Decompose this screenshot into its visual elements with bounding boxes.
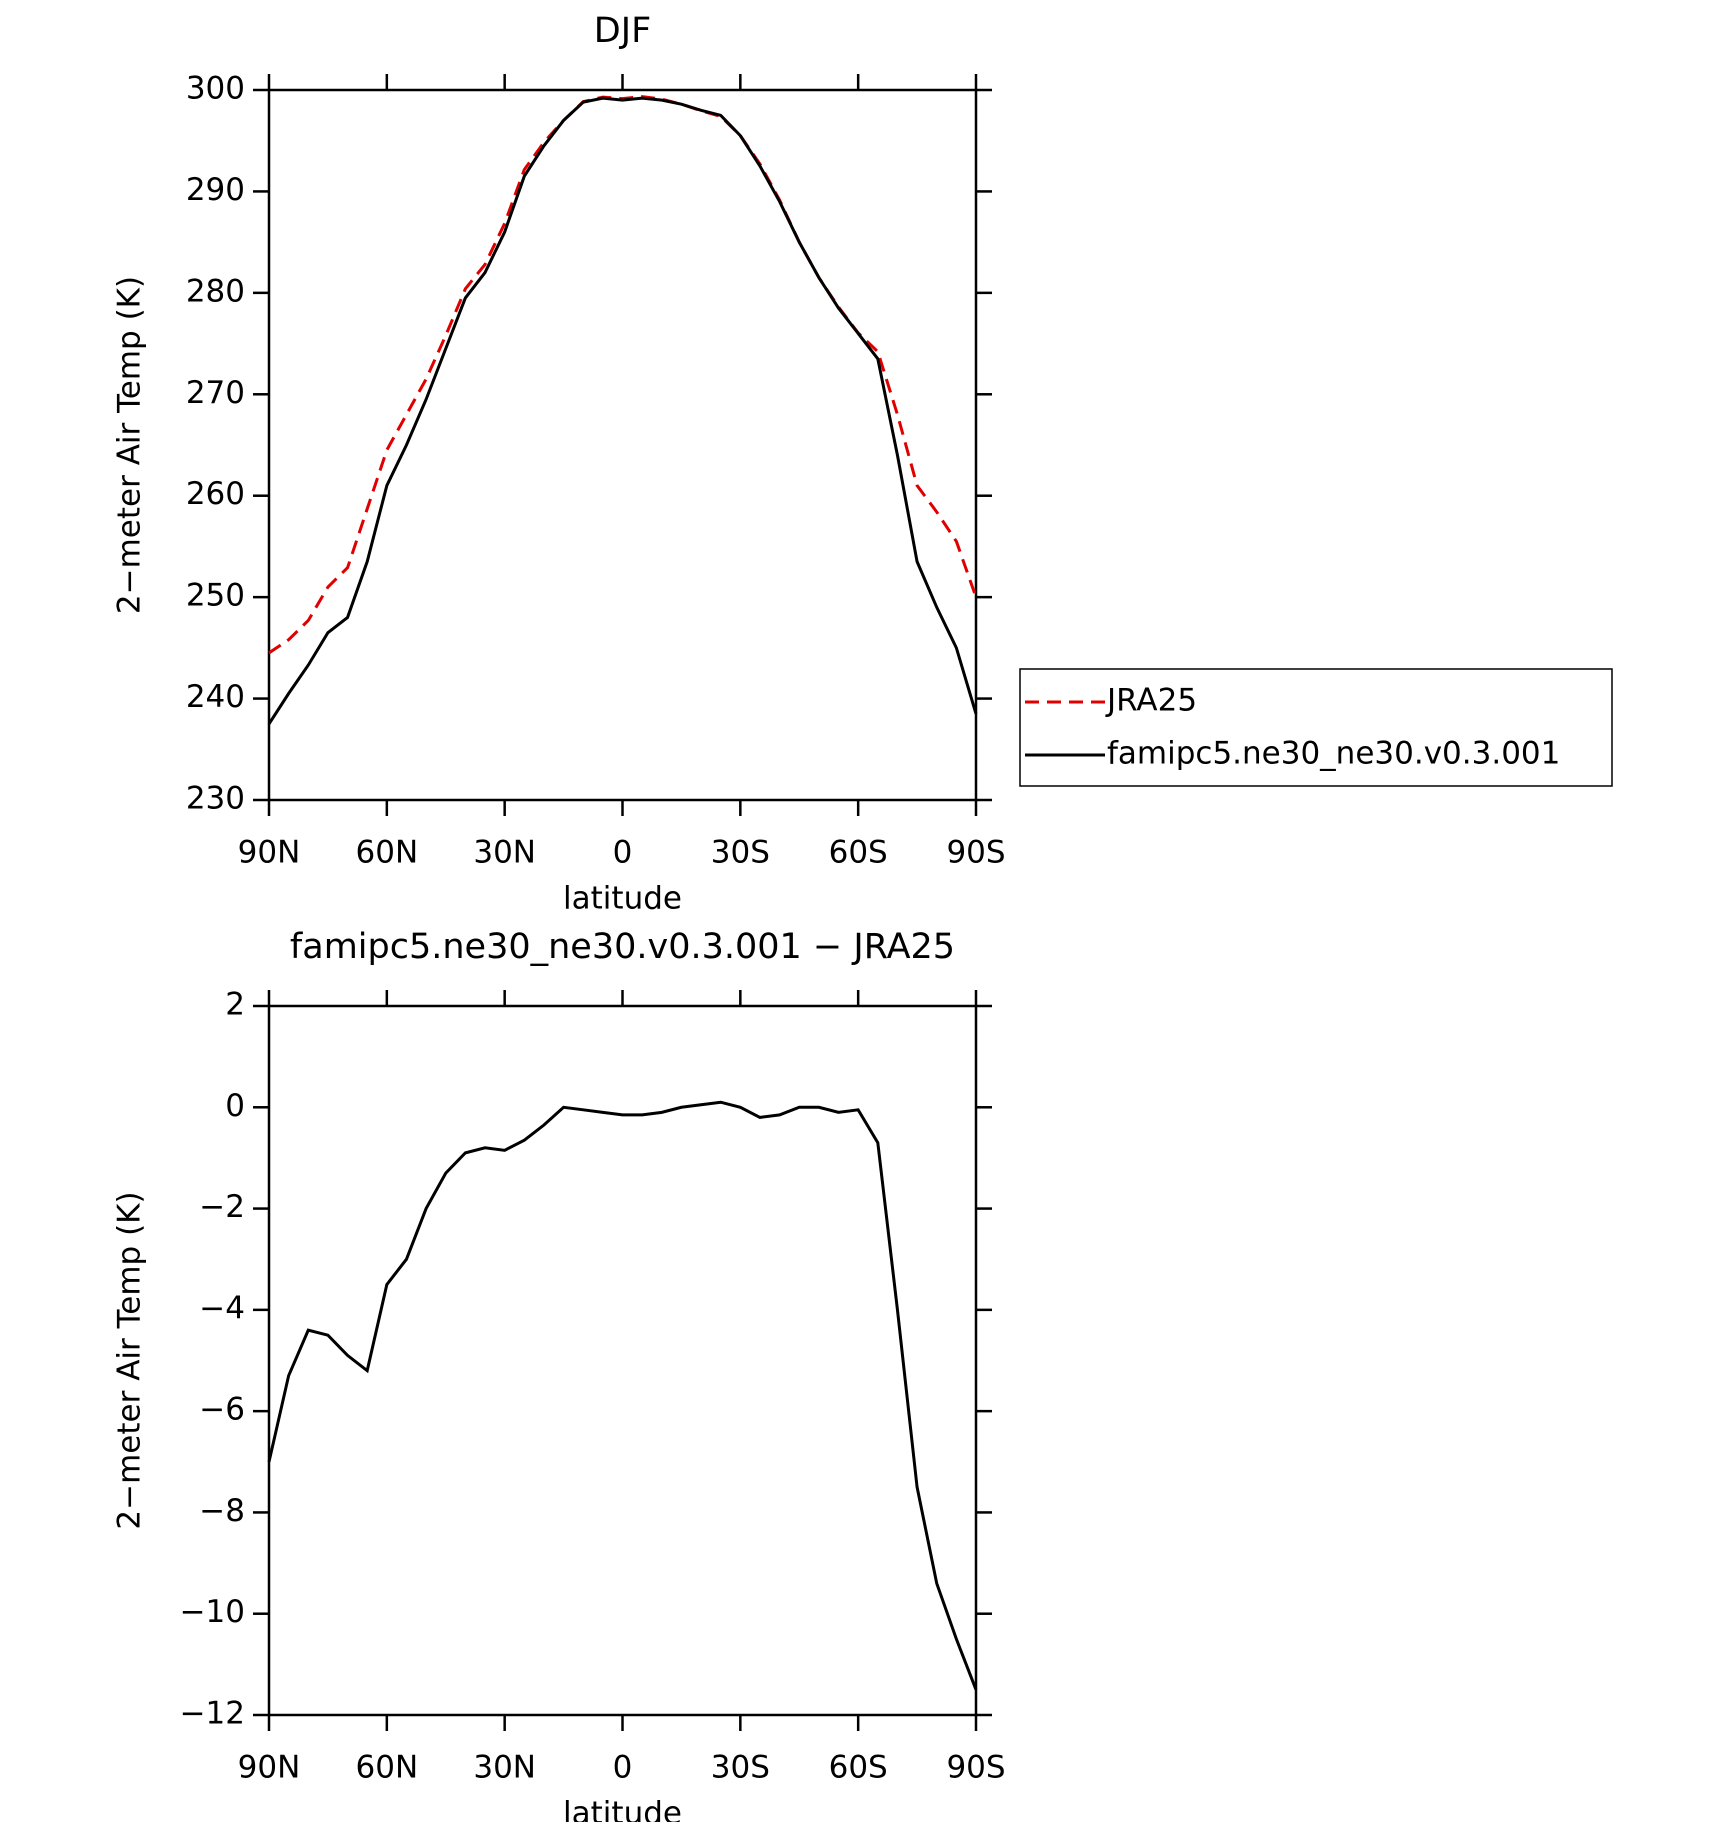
x-tick-label: 90N — [238, 835, 301, 871]
y-tick-label: 240 — [186, 679, 245, 715]
data-line — [267, 96, 978, 725]
x-tick-label: 60S — [829, 835, 888, 871]
y-tick-label: 300 — [186, 71, 245, 107]
y-tick-label: −10 — [180, 1594, 245, 1630]
x-axis-label: latitude — [563, 1796, 682, 1822]
x-tick-label: 60S — [829, 1750, 888, 1786]
chart-title: famipc5.ne30_ne30.v0.3.001 − JRA25 — [290, 927, 955, 967]
y-tick-label: 0 — [225, 1088, 245, 1124]
x-tick-label: 30N — [473, 1750, 536, 1786]
data-line — [267, 1100, 978, 1691]
y-tick-label: −2 — [199, 1189, 245, 1225]
chart-title: DJF — [594, 11, 651, 51]
y-tick-label: 270 — [186, 375, 245, 411]
x-tick-label: 60N — [356, 835, 419, 871]
y-tick-label: −6 — [199, 1392, 245, 1428]
y-tick-label: 290 — [186, 172, 245, 208]
x-axis-label: latitude — [563, 881, 682, 917]
x-tick-label: 90N — [238, 1750, 301, 1786]
legend-label: JRA25 — [1105, 683, 1197, 719]
y-tick-label: 280 — [186, 273, 245, 309]
y-axis-label: 2−meter Air Temp (K) — [112, 276, 148, 614]
y-tick-label: −8 — [199, 1493, 245, 1529]
y-tick-label: 260 — [186, 476, 245, 512]
legend-label: famipc5.ne30_ne30.v0.3.001 — [1107, 736, 1560, 772]
x-tick-label: 30S — [711, 1750, 770, 1786]
x-tick-label: 60N — [356, 1750, 419, 1786]
x-tick-label: 90S — [946, 1750, 1005, 1786]
y-axis-label: 2−meter Air Temp (K) — [112, 1191, 148, 1529]
x-tick-label: 30N — [473, 835, 536, 871]
y-tick-label: 230 — [186, 781, 245, 817]
x-tick-label: 30S — [711, 835, 770, 871]
y-tick-label: 250 — [186, 578, 245, 614]
y-tick-label: 2 — [225, 987, 245, 1023]
data-line — [268, 95, 978, 655]
y-tick-label: −4 — [199, 1290, 245, 1326]
plot-frame — [267, 88, 978, 802]
y-tick-label: −12 — [180, 1696, 245, 1732]
x-tick-label: 0 — [613, 835, 633, 871]
x-tick-label: 90S — [946, 835, 1005, 871]
x-tick-label: 0 — [613, 1750, 633, 1786]
plot-frame — [267, 1004, 978, 1717]
legend-box — [1019, 668, 1613, 787]
